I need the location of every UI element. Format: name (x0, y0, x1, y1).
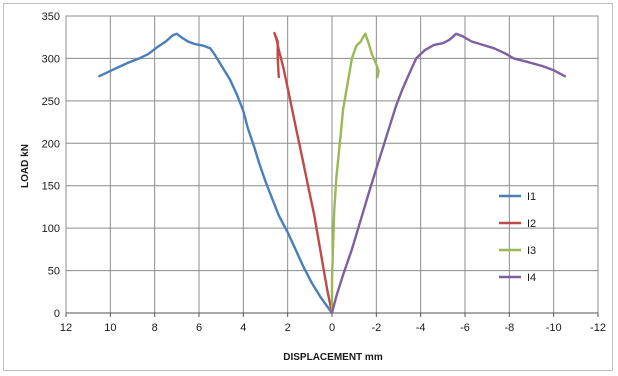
x-tick-label: 2 (285, 322, 291, 334)
x-tick-label: -4 (416, 322, 426, 334)
y-tick-label: 250 (42, 96, 60, 108)
load-displacement-chart: 0 50 100 150 200 250 300 350 12 10 8 6 4 2 0 -2 -4 -6 -8 -1… (20, 11, 606, 363)
legend-label-i2: I2 (527, 218, 536, 230)
x-tick-label: -6 (460, 322, 470, 334)
legend-label-i3: I3 (527, 245, 536, 257)
x-tick-label: 0 (329, 322, 335, 334)
y-tick-label: 50 (48, 266, 60, 278)
y-axis-label: LOAD kN (20, 144, 31, 188)
y-tick-label: 350 (42, 11, 60, 23)
x-tick-label: 4 (240, 322, 246, 334)
x-tick-label: 8 (152, 322, 158, 334)
series-line-i3 (330, 32, 380, 315)
legend-label-i4: I4 (527, 272, 536, 284)
chart-frame: 0 50 100 150 200 250 300 350 12 10 8 6 4 2 0 -2 -4 -6 -8 -1… (3, 3, 613, 371)
x-tick-label: -8 (504, 322, 514, 334)
x-tick-label: 10 (104, 322, 116, 334)
y-tick-label: 100 (42, 223, 60, 235)
legend-label-i1: I1 (527, 191, 536, 203)
y-tick-label: 0 (54, 308, 60, 320)
series-line-i1 (98, 32, 334, 315)
x-tick-label: -12 (590, 322, 606, 334)
legend: I1 I2 I3 I4 (499, 191, 536, 284)
x-tick-label: 12 (60, 322, 72, 334)
y-tick-label: 300 (42, 53, 60, 65)
series-lines (98, 31, 566, 315)
series-line-i4 (330, 32, 566, 315)
series-line-i2 (273, 31, 334, 315)
x-tick-label: -2 (371, 322, 381, 334)
y-tick-label: 150 (42, 181, 60, 193)
x-tick-label: -10 (546, 322, 562, 334)
grid (65, 15, 599, 314)
y-tick-label: 200 (42, 138, 60, 150)
tick-labels: 0 50 100 150 200 250 300 350 12 10 8 6 4 2 0 -2 -4 -6 -8 -1… (42, 11, 606, 334)
x-axis-label: DISPLACEMENT mm (283, 352, 383, 363)
x-tick-label: 6 (196, 322, 202, 334)
